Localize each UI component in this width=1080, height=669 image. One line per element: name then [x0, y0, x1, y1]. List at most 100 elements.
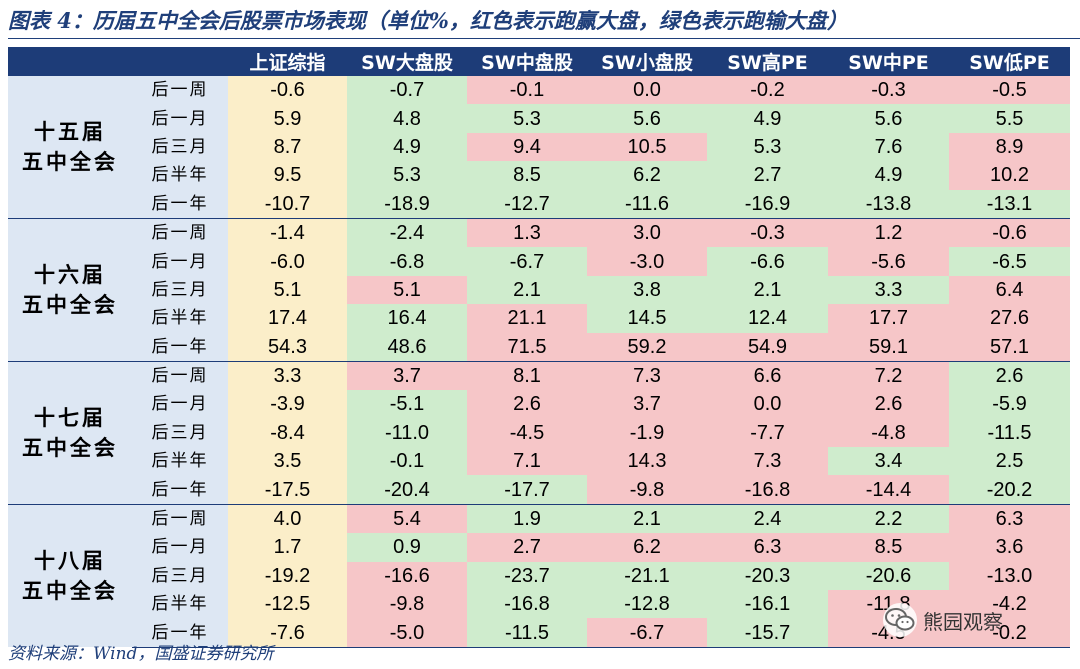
watermark: 熊园观察 — [883, 603, 1003, 637]
cell-sw-small-cap: 14.3 — [587, 447, 707, 476]
cell-sw-mid-cap: -12.7 — [467, 189, 587, 219]
cell-sw-high-pe: 0.0 — [707, 390, 828, 419]
cell-sw-low-pe: -0.2 — [949, 618, 1070, 648]
cell-sw-high-pe: 2.7 — [707, 161, 828, 190]
header-sw-low-pe: SW低PE — [949, 47, 1070, 76]
cell-sw-large-cap: 16.4 — [347, 304, 467, 333]
header-sw-small-cap: SW小盘股 — [587, 47, 707, 76]
period-label: 后一月 — [132, 533, 228, 562]
cell-sw-small-cap: 7.3 — [587, 360, 707, 391]
cell-sw-low-pe: -4.2 — [949, 590, 1070, 619]
cell-sw-small-cap: 2.1 — [587, 503, 707, 534]
cell-sw-mid-cap: 1.3 — [467, 217, 587, 248]
cell-sw-mid-pe: 3.4 — [828, 447, 949, 476]
table-row: 后一年 54.3 48.6 71.5 59.2 54.9 59.1 57.1 — [8, 332, 1070, 362]
period-label: 后一年 — [132, 475, 228, 505]
cell-sw-mid-cap: -16.8 — [467, 590, 587, 619]
period-label: 后三月 — [132, 132, 228, 162]
table-row: 十五届 五中全会 后一周 -0.6 -0.7 -0.1 0.0 -0.2 -0.3 -0.5 — [8, 75, 1070, 219]
cell-sw-small-cap: -1.9 — [587, 418, 707, 448]
cell-sw-high-pe: -0.3 — [707, 217, 828, 248]
cell-sw-low-pe: 8.9 — [949, 132, 1070, 162]
wechat-logo-svg — [885, 608, 915, 631]
cell-sw-small-cap: 14.5 — [587, 304, 707, 333]
period-label: 后半年 — [132, 161, 228, 190]
cell-shanghai-composite: -3.9 — [228, 390, 347, 419]
cell-shanghai-composite: 4.0 — [228, 503, 347, 534]
cell-shanghai-composite: 5.9 — [228, 104, 347, 133]
cell-sw-small-cap: 59.2 — [587, 332, 707, 362]
cell-sw-mid-pe: -4.8 — [828, 418, 949, 448]
header-period — [132, 47, 228, 76]
cell-sw-small-cap: 6.2 — [587, 161, 707, 190]
cell-sw-mid-cap: -0.1 — [467, 75, 587, 105]
header-sw-high-pe: SW高PE — [707, 47, 828, 76]
cell-sw-small-cap: -11.6 — [587, 189, 707, 219]
cell-sw-mid-pe: -14.4 — [828, 475, 949, 505]
period-label: 后一周 — [132, 75, 228, 105]
cell-sw-mid-cap: 71.5 — [467, 332, 587, 362]
cell-sw-mid-pe: 8.5 — [828, 533, 949, 562]
cell-sw-high-pe: -6.6 — [707, 247, 828, 276]
group-label-line2: 五中全会 — [22, 148, 118, 174]
cell-sw-large-cap: 4.8 — [347, 104, 467, 133]
header-sw-mid-pe: SW中PE — [828, 47, 949, 76]
period-label: 后一年 — [132, 332, 228, 362]
cell-sw-low-pe: -13.1 — [949, 189, 1070, 219]
period-label: 后一月 — [132, 104, 228, 133]
cell-sw-small-cap: 5.6 — [587, 104, 707, 133]
cell-sw-large-cap: 3.7 — [347, 360, 467, 391]
source-note: 资料来源：Wind，国盛证券研究所 — [8, 644, 274, 664]
table-row: 后三月 8.7 4.9 9.4 10.5 5.3 7.6 8.9 — [8, 132, 1070, 162]
cell-sw-mid-pe: 3.3 — [828, 275, 949, 305]
period-label: 后半年 — [132, 447, 228, 476]
cell-sw-small-cap: -9.8 — [587, 475, 707, 505]
cell-sw-high-pe: 6.3 — [707, 533, 828, 562]
cell-sw-large-cap: -9.8 — [347, 590, 467, 619]
group-label-line2: 五中全会 — [22, 291, 118, 317]
cell-sw-small-cap: 3.8 — [587, 275, 707, 305]
cell-sw-mid-cap: 5.3 — [467, 104, 587, 133]
cell-sw-mid-cap: 7.1 — [467, 447, 587, 476]
cell-shanghai-composite: -6.0 — [228, 247, 347, 276]
cell-sw-mid-cap: 1.9 — [467, 503, 587, 534]
cell-sw-low-pe: -20.2 — [949, 475, 1070, 505]
cell-sw-small-cap: 3.7 — [587, 390, 707, 419]
cell-shanghai-composite: -1.4 — [228, 217, 347, 248]
cell-sw-large-cap: 5.1 — [347, 275, 467, 305]
group-label: 十六届 五中全会 — [8, 217, 132, 362]
group-label-line1: 十七届 — [34, 404, 106, 430]
header-sw-large-cap: SW大盘股 — [347, 47, 467, 76]
cell-sw-large-cap: 5.4 — [347, 503, 467, 534]
cell-sw-small-cap: -3.0 — [587, 247, 707, 276]
cell-sw-large-cap: -20.4 — [347, 475, 467, 505]
cell-sw-large-cap: -0.7 — [347, 75, 467, 105]
cell-sw-large-cap: 48.6 — [347, 332, 467, 362]
cell-sw-low-pe: 3.6 — [949, 533, 1070, 562]
group-label-line2: 五中全会 — [22, 578, 118, 604]
cell-shanghai-composite: 17.4 — [228, 304, 347, 333]
cell-sw-low-pe: -0.6 — [949, 217, 1070, 248]
table-row: 后半年 17.4 16.4 21.1 14.5 12.4 17.7 27.6 — [8, 304, 1070, 333]
cell-sw-mid-pe: -20.6 — [828, 561, 949, 591]
cell-sw-small-cap: 10.5 — [587, 132, 707, 162]
period-label: 后一月 — [132, 247, 228, 276]
table-row: 后三月 -19.2 -16.6 -23.7 -21.1 -20.3 -20.6 -13.0 — [8, 561, 1070, 591]
table-row: 后一月 1.7 0.9 2.7 6.2 6.3 8.5 3.6 — [8, 533, 1070, 562]
cell-sw-large-cap: -16.6 — [347, 561, 467, 591]
header-row: 上证综指 SW大盘股 SW中盘股 SW小盘股 SW高PE SW中PE SW低PE — [8, 47, 1070, 76]
cell-shanghai-composite: 3.5 — [228, 447, 347, 476]
cell-sw-small-cap: 3.0 — [587, 217, 707, 248]
cell-sw-mid-cap: -6.7 — [467, 247, 587, 276]
cell-sw-small-cap: 6.2 — [587, 533, 707, 562]
cell-sw-high-pe: -16.9 — [707, 189, 828, 219]
header-shanghai-composite: 上证综指 — [228, 47, 347, 76]
cell-sw-mid-pe: 2.2 — [828, 503, 949, 534]
cell-sw-high-pe: 12.4 — [707, 304, 828, 333]
cell-sw-large-cap: 5.3 — [347, 161, 467, 190]
table-row: 后一年-7.6-5.0-11.5-6.7-15.7-4.5-0.2 — [8, 618, 1070, 648]
cell-sw-mid-cap: 2.7 — [467, 533, 587, 562]
cell-shanghai-composite: -0.6 — [228, 75, 347, 105]
cell-sw-high-pe: 2.1 — [707, 275, 828, 305]
table-row: 后半年 9.5 5.3 8.5 6.2 2.7 4.9 10.2 — [8, 161, 1070, 190]
